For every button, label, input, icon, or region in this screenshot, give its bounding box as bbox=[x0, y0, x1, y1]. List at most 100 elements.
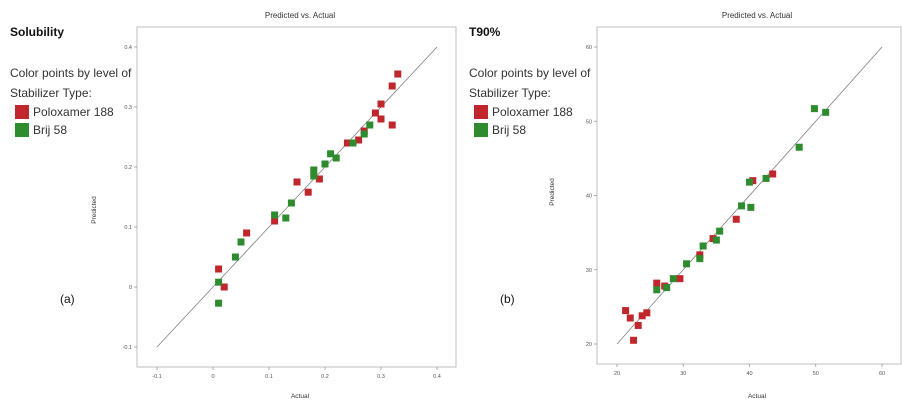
side-title: Solubility bbox=[10, 25, 64, 39]
y-tick-label: -0.1 bbox=[123, 345, 132, 351]
x-tick-label: 60 bbox=[879, 371, 885, 377]
poloxamer-point bbox=[769, 170, 777, 178]
brij-point bbox=[310, 166, 318, 174]
legend-swatch-poloxamer bbox=[474, 105, 488, 119]
brij-point bbox=[669, 275, 677, 283]
legend-swatch-brij bbox=[15, 123, 29, 137]
x-tick-label: 0.3 bbox=[377, 374, 385, 380]
brij-point bbox=[716, 227, 724, 235]
brij-point bbox=[663, 284, 671, 292]
brij-point bbox=[683, 260, 691, 268]
poloxamer-point bbox=[304, 188, 312, 196]
brij-point bbox=[332, 154, 340, 162]
legend-swatch-brij bbox=[474, 123, 488, 137]
plot-area: -0.1 0 0.1 0.2 0.3 0.4 -0.1 0 0.1 0.2 0.3 0.4 bbox=[123, 26, 457, 380]
poloxamer-point bbox=[371, 109, 379, 117]
brij-point bbox=[747, 203, 755, 211]
poloxamer-point bbox=[243, 229, 251, 237]
legend-caption-line1: Color points by level of bbox=[10, 66, 132, 80]
panel-label: (a) bbox=[60, 292, 75, 306]
brij-point bbox=[762, 174, 770, 182]
brij-point bbox=[653, 286, 661, 294]
y-tick-label: 0.3 bbox=[124, 105, 132, 111]
legend-caption-line2: Stabilizer Type: bbox=[469, 86, 551, 100]
x-tick-label: 30 bbox=[680, 371, 686, 377]
panel-a-side: Solubility Color points by level of Stab… bbox=[10, 25, 132, 306]
brij-point bbox=[282, 214, 290, 222]
poloxamer-point bbox=[377, 100, 385, 108]
y-tick-label: 50 bbox=[586, 119, 592, 125]
poloxamer-point bbox=[388, 121, 396, 129]
x-tick-label: 50 bbox=[813, 371, 819, 377]
brij-point bbox=[310, 172, 318, 180]
panel-b-side: T90% Color points by level of Stabilizer… bbox=[469, 25, 591, 306]
brij-point bbox=[810, 105, 818, 113]
y-tick-label: 30 bbox=[586, 268, 592, 274]
poloxamer-point bbox=[626, 314, 634, 322]
brij-point bbox=[231, 253, 239, 261]
poloxamer-point bbox=[732, 215, 740, 223]
brij-point bbox=[366, 121, 374, 129]
brij-point bbox=[699, 242, 707, 250]
brij-point bbox=[215, 278, 223, 286]
legend-label-poloxamer: Poloxamer 188 bbox=[33, 105, 114, 119]
panel-label: (b) bbox=[500, 292, 515, 306]
y-tick-label: 0.4 bbox=[124, 45, 132, 51]
poloxamer-point bbox=[220, 283, 228, 291]
poloxamer-point bbox=[676, 275, 684, 283]
plot-area: 20 30 40 50 60 20 30 40 50 60 bbox=[586, 26, 902, 377]
poloxamer-point bbox=[315, 175, 323, 183]
x-tick-label: 0.4 bbox=[433, 374, 441, 380]
x-tick-label: 20 bbox=[614, 371, 620, 377]
x-tick-label: -0.1 bbox=[152, 374, 161, 380]
legend-caption-line2: Stabilizer Type: bbox=[10, 86, 92, 100]
legend-swatch-poloxamer bbox=[15, 105, 29, 119]
reference-line bbox=[156, 46, 438, 348]
y-axis-label: Predicted bbox=[91, 196, 98, 224]
poloxamer-point bbox=[271, 217, 279, 225]
brij-point bbox=[237, 238, 245, 246]
poloxamer-point bbox=[343, 139, 351, 147]
poloxamer-point bbox=[377, 115, 385, 123]
brij-point bbox=[215, 299, 223, 307]
brij-point bbox=[746, 178, 753, 186]
poloxamer-point bbox=[355, 136, 363, 144]
brij-point bbox=[349, 139, 357, 147]
poloxamer-point bbox=[638, 312, 646, 320]
plot-frame bbox=[136, 26, 457, 368]
poloxamer-point bbox=[643, 309, 651, 317]
x-tick-label: 40 bbox=[746, 371, 752, 377]
legend-caption-line1: Color points by level of bbox=[469, 66, 591, 80]
y-tick-label: 20 bbox=[586, 342, 592, 348]
t90-chart: Predicted vs. Actual Actual Predicted 20… bbox=[549, 11, 902, 400]
brij-point bbox=[795, 143, 803, 151]
legend-label-brij: Brij 58 bbox=[492, 123, 526, 137]
x-axis-label: Actual bbox=[748, 393, 767, 400]
y-axis-label: Predicted bbox=[549, 178, 556, 206]
x-tick-label: 0.2 bbox=[321, 374, 329, 380]
poloxamer-point bbox=[394, 70, 402, 78]
y-tick-label: 40 bbox=[586, 194, 592, 200]
poloxamer-point bbox=[388, 82, 396, 90]
side-title: T90% bbox=[469, 25, 501, 39]
brij-point bbox=[327, 150, 335, 158]
chart-title: Predicted vs. Actual bbox=[265, 11, 335, 20]
poloxamer-point bbox=[630, 336, 638, 344]
poloxamer-point bbox=[622, 307, 630, 315]
brij-point bbox=[696, 255, 704, 263]
brij-point bbox=[360, 130, 368, 138]
poloxamer-point bbox=[293, 178, 301, 186]
y-tick-label: 0.2 bbox=[124, 165, 132, 171]
solubility-chart: Predicted vs. Actual Actual Predicted -0… bbox=[91, 11, 457, 400]
poloxamer-point bbox=[653, 279, 661, 287]
x-tick-label: 0.1 bbox=[265, 374, 273, 380]
poloxamer-point bbox=[215, 265, 223, 273]
brij-point bbox=[321, 160, 329, 168]
poloxamer-point bbox=[634, 321, 642, 329]
brij-point bbox=[287, 199, 295, 207]
reference-line bbox=[616, 46, 883, 345]
legend-label-poloxamer: Poloxamer 188 bbox=[492, 105, 573, 119]
legend-label-brij: Brij 58 bbox=[33, 123, 67, 137]
y-tick-label: 0.1 bbox=[124, 225, 132, 231]
